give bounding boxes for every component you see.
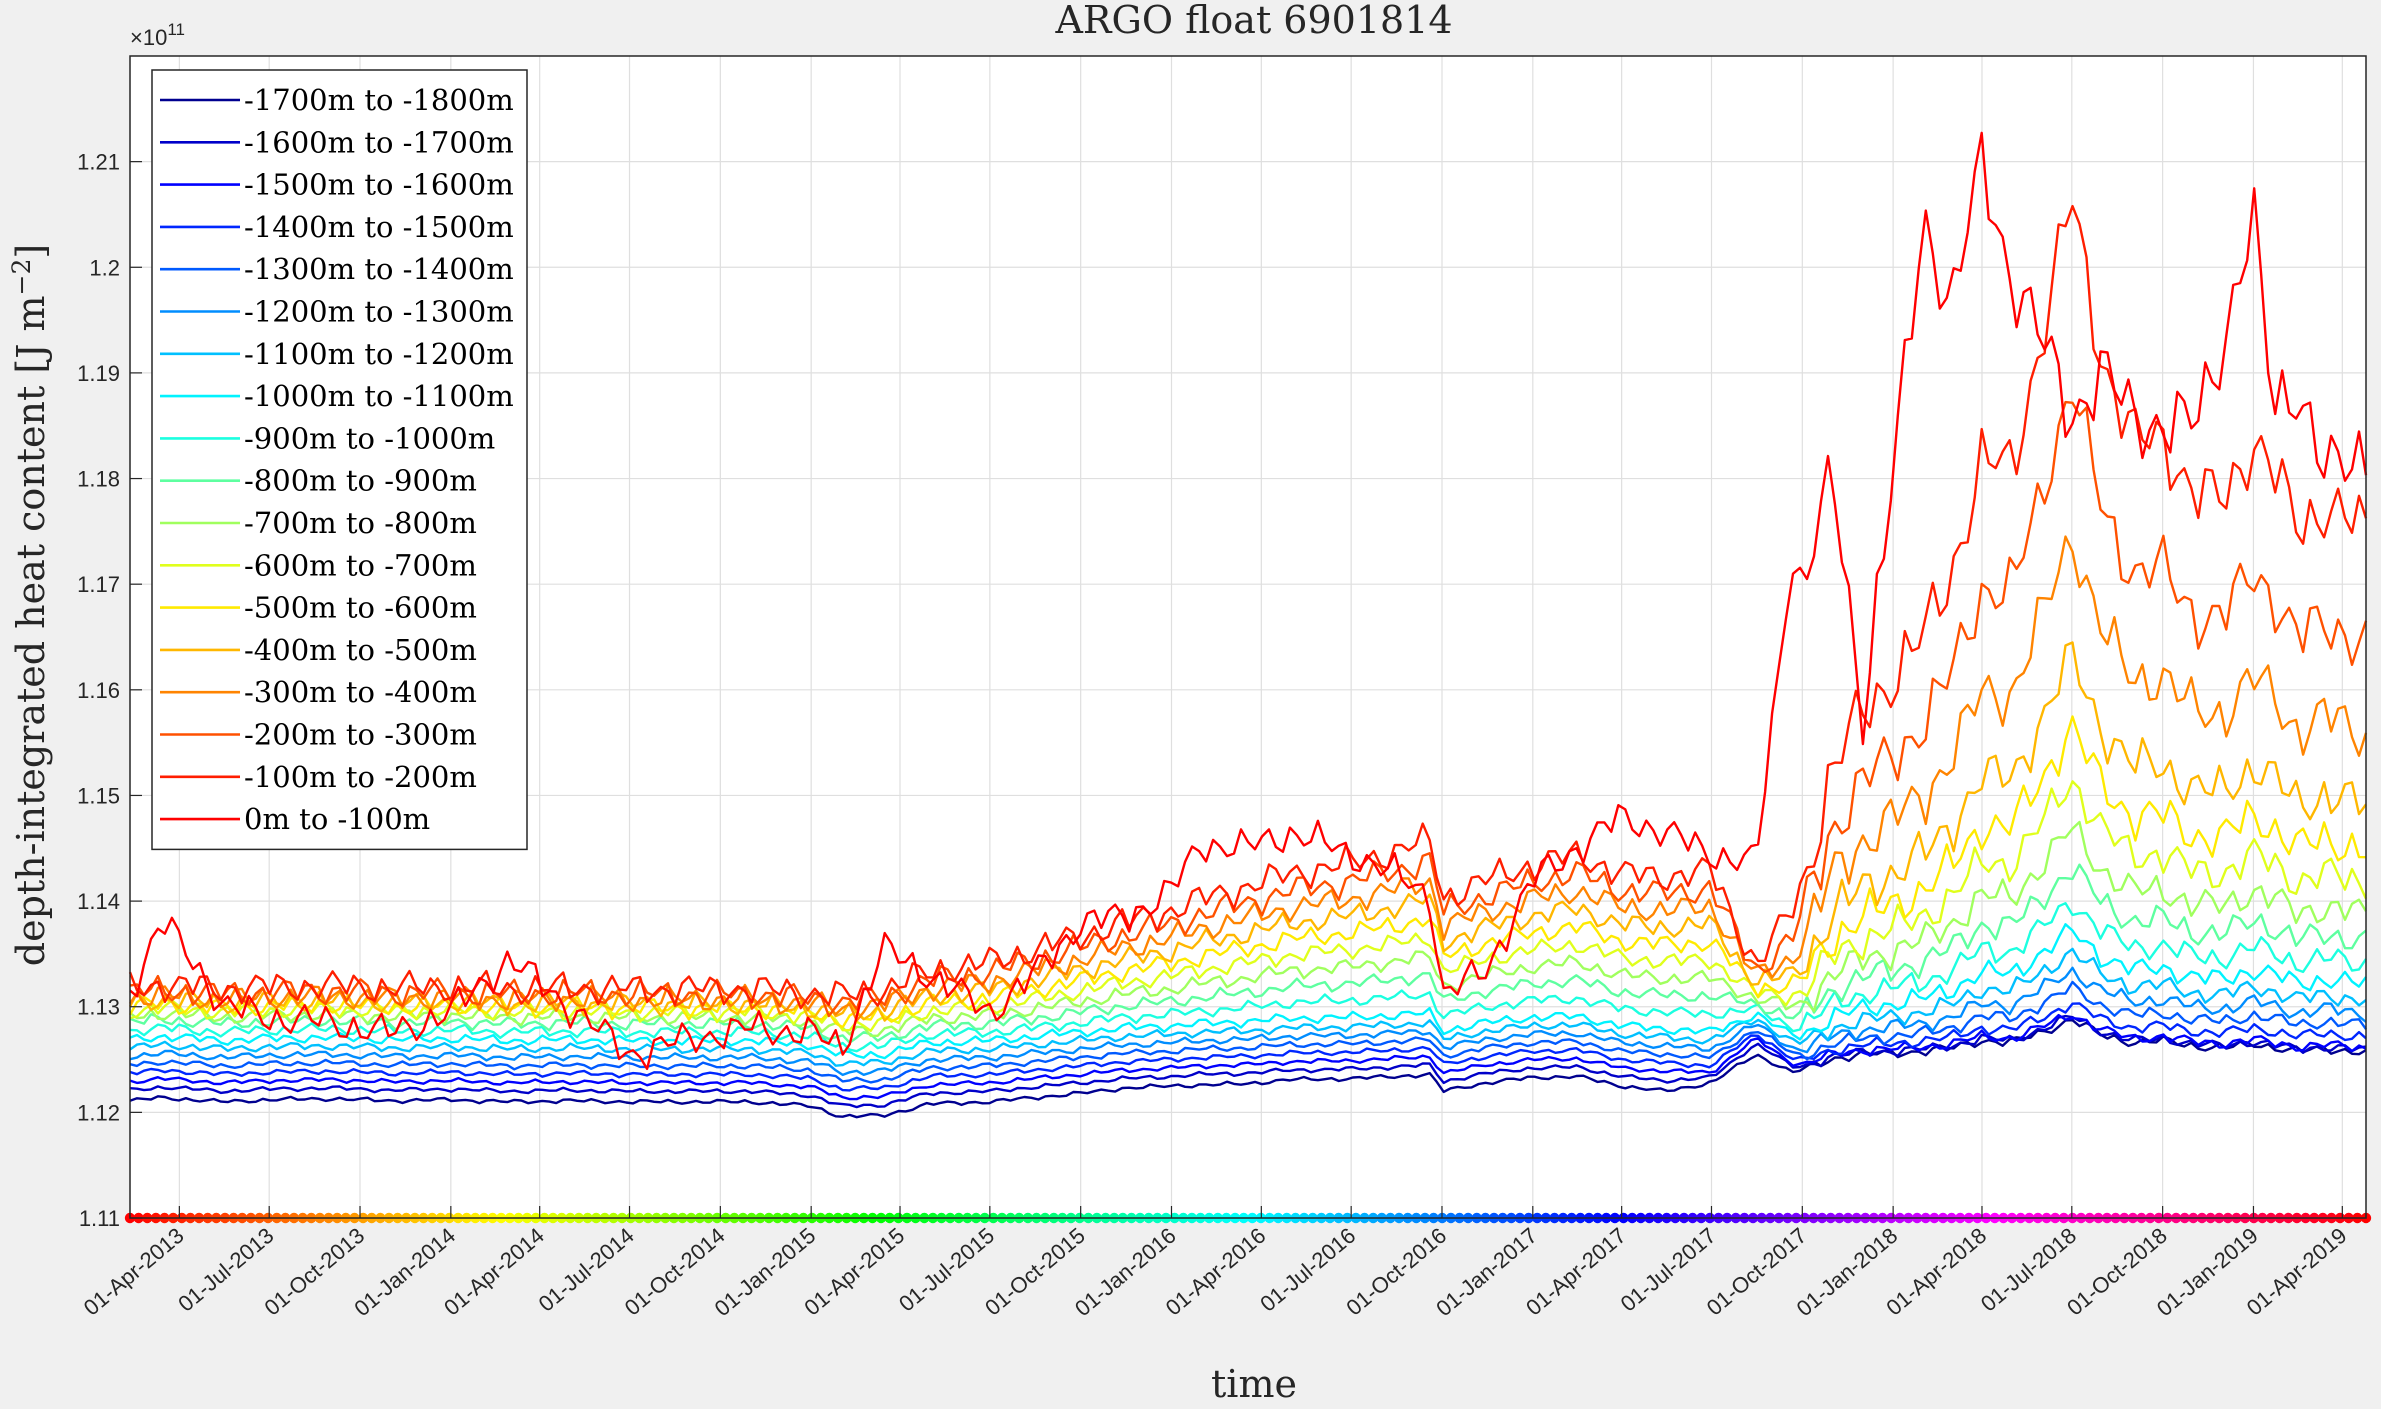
series-line-5: [129, 966, 2367, 1077]
series-line-14: [128, 535, 2368, 1022]
legend-label-14: -300m to -400m: [244, 675, 477, 709]
legend-label-4: -1300m to -1400m: [244, 252, 514, 286]
legend-label-17: 0m to -100m: [244, 802, 430, 836]
legend-label-13: -400m to -500m: [244, 633, 477, 667]
legend-item-12: -500m to -600m: [160, 591, 477, 625]
legend-label-15: -200m to -300m: [244, 718, 477, 752]
legend-label-9: -800m to -900m: [244, 464, 477, 498]
legend-item-7: -1000m to -1100m: [160, 379, 514, 413]
plot-frame: [129, 55, 2367, 1219]
y-tick-label-2: 1.13: [77, 995, 120, 1020]
y-tick-label-3: 1.14: [77, 889, 120, 914]
legend-item-2: -1500m to -1600m: [160, 168, 514, 202]
series-line-1: [129, 1014, 2367, 1109]
legend-label-8: -900m to -1000m: [244, 421, 495, 455]
legend-items: -1700m to -1800m -1600m to -1700m -1500m t…: [160, 83, 514, 836]
series-lines: [128, 131, 2368, 1119]
y-tick-label-7: 1.18: [77, 467, 120, 492]
y-tick-label-6: 1.17: [77, 572, 120, 597]
y-tick-label-9: 1.2: [89, 255, 120, 280]
series-line-7: [129, 923, 2367, 1060]
series-line-3: [129, 1002, 2367, 1092]
y-axis-exponent: ×1011: [130, 20, 185, 50]
y-tick-label-8: 1.19: [77, 361, 120, 386]
y-axis-label: depth-integrated heat content [J m−2]: [7, 244, 53, 966]
y-exponent-base: ×10: [130, 25, 167, 50]
legend-item-1: -1600m to -1700m: [160, 125, 514, 159]
legend-item-13: -400m to -500m: [160, 633, 477, 667]
legend-item-17: 0m to -100m: [160, 802, 430, 836]
y-tick-label-0: 1.11: [79, 1206, 120, 1231]
legend-item-14: -300m to -400m: [160, 675, 477, 709]
legend: -1700m to -1800m -1600m to -1700m -1500m t…: [151, 69, 528, 851]
series-line-16: [128, 204, 2368, 1010]
y-tick-labels: 1.111.121.131.141.151.161.171.181.191.21…: [77, 150, 142, 1231]
legend-label-0: -1700m to -1800m: [244, 83, 514, 117]
y-tick-label-1: 1.12: [77, 1100, 120, 1125]
legend-item-4: -1300m to -1400m: [160, 252, 514, 286]
legend-label-2: -1500m to -1600m: [244, 168, 514, 202]
legend-label-1: -1600m to -1700m: [244, 125, 514, 159]
series-line-8: [129, 902, 2367, 1053]
y-tick-label-10: 1.21: [77, 150, 120, 175]
y-exponent-power: 11: [167, 20, 185, 39]
legend-label-16: -100m to -200m: [244, 760, 477, 794]
y-tick-label-5: 1.16: [77, 678, 120, 703]
legend-item-11: -600m to -700m: [160, 548, 477, 582]
series-line-4: [129, 980, 2367, 1084]
series-line-15: [129, 400, 2368, 1018]
legend-label-3: -1400m to -1500m: [244, 210, 514, 244]
series-line-10: [129, 820, 2368, 1037]
legend-item-15: -200m to -300m: [160, 718, 477, 752]
legend-item-9: -800m to -900m: [160, 464, 477, 498]
series-line-0: [129, 1019, 2367, 1119]
series-line-6: [129, 947, 2367, 1067]
legend-label-5: -1200m to -1300m: [244, 295, 514, 329]
series-line-12: [128, 715, 2367, 1029]
legend-label-6: -1100m to -1200m: [244, 337, 514, 371]
legend-box: [151, 69, 528, 851]
x-axis-label: time: [1211, 1362, 1297, 1404]
series-line-9: [129, 863, 2367, 1044]
legend-item-0: -1700m to -1800m: [160, 83, 514, 117]
legend-label-7: -1000m to -1100m: [244, 379, 514, 413]
y-tick-label-4: 1.15: [77, 783, 120, 808]
series-line-13: [128, 641, 2367, 1022]
legend-item-3: -1400m to -1500m: [160, 210, 514, 244]
series-line-2: [129, 1013, 2367, 1101]
y-axis-label-main: depth-integrated heat content [J m: [9, 295, 53, 966]
legend-item-5: -1200m to -1300m: [160, 295, 514, 329]
chart-title: ARGO float 6901814: [1054, 0, 1452, 42]
legend-item-10: -700m to -800m: [160, 506, 477, 540]
series-line-11: [129, 780, 2368, 1033]
legend-label-11: -600m to -700m: [244, 548, 477, 582]
series-line-17: [129, 131, 2368, 1071]
legend-label-10: -700m to -800m: [244, 506, 477, 540]
legend-item-6: -1100m to -1200m: [160, 337, 514, 371]
legend-item-16: -100m to -200m: [160, 760, 477, 794]
legend-item-8: -900m to -1000m: [160, 421, 495, 455]
legend-label-12: -500m to -600m: [244, 591, 477, 625]
y-axis-label-exponent: −2: [7, 259, 36, 296]
y-axis-label-close: ]: [9, 244, 53, 259]
